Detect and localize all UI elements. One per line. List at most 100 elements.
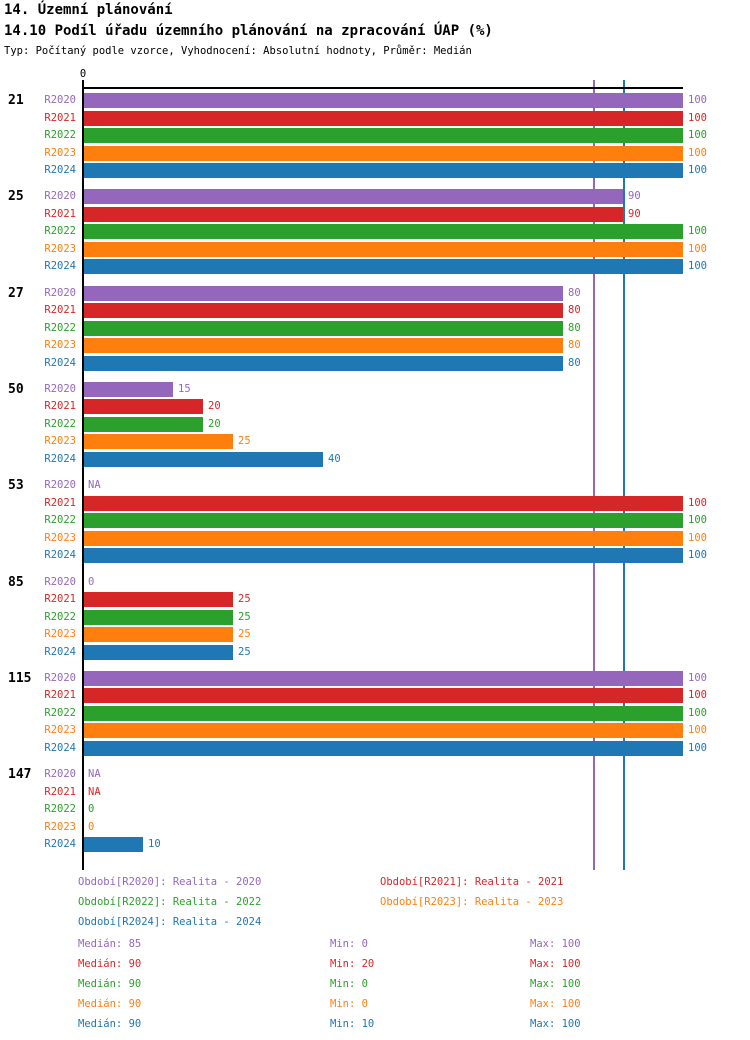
bar-chart: 0 21 R2020 100 R2021 100 R2022 100 R2023 100 R202… [0,68,750,878]
stat-max: Max: 100 [530,938,581,950]
bar-row: R2021 20 [0,399,750,417]
bar-row: R2024 100 [0,163,750,181]
bar [83,128,683,143]
bar-row: R2024 80 [0,355,750,374]
bar [83,381,173,397]
bar-value-label: 25 [238,645,251,658]
y-axis-line [82,80,84,870]
series-label: R2022 [44,610,76,623]
series-label: R2024 [44,838,76,851]
bar-group: 27 R2020 80 R2021 80 R2022 80 R2023 80 R2024 80 [0,285,750,374]
bar-row: R2023 100 [0,530,750,549]
bar [83,320,563,336]
group-label: 115 [8,670,32,686]
bar [83,259,683,275]
bar [83,241,683,257]
series-label: R2021 [44,689,76,702]
bar-value-label: 90 [628,190,641,203]
bar-group: 21 R2020 100 R2021 100 R2022 100 R2023 100 R2024 1… [0,93,750,178]
bar-row: R2024 100 [0,548,750,566]
series-label: R2020 [44,190,76,203]
bar-value-label: 100 [688,260,707,273]
bar-group: 115 R2020 100 R2021 100 R2022 100 R2023 100 R2024… [0,670,750,756]
bar-value-label: 25 [238,610,251,623]
bar-value-label: 15 [178,382,191,395]
bar-row: R2022 80 [0,320,750,339]
median-line [593,80,595,870]
series-label: R2024 [44,260,76,273]
series-label: R2020 [44,94,76,106]
bar [83,285,563,301]
x-axis-line [82,87,683,89]
bar [83,688,683,704]
stat-median: Medián: 90 [78,998,142,1010]
bar-row: R2022 100 [0,513,750,531]
legend-entry: Období[R2021]: Realita - 2021 [380,876,564,888]
bar [83,338,563,354]
stat-min: Min: 20 [330,958,375,970]
bar-value-label: NA [88,479,101,492]
bar-value-label: 20 [208,400,221,413]
series-label: R2023 [44,628,76,640]
bar-value-label: 100 [688,225,707,238]
series-label: R2021 [44,111,76,124]
bar-value-label: 100 [688,531,707,544]
bar-row: R2023 80 [0,338,750,356]
bar-value-label: 20 [208,417,221,430]
bar [83,670,683,686]
series-label: R2024 [44,741,76,754]
bar-row: R2022 100 [0,224,750,242]
stat-min: Min: 0 [330,998,368,1010]
series-label: R2021 [44,304,76,317]
bar [83,206,623,222]
bar-value-label: 100 [688,671,707,684]
bar-row: R2024 100 [0,259,750,277]
bar-value-label: 25 [238,435,251,448]
bar-row: R2022 20 [0,416,750,435]
stat-median: Medián: 90 [78,978,142,990]
series-label: R2023 [44,724,76,737]
bar [83,303,563,319]
bar-row: R2024 25 [0,644,750,663]
bar [83,110,683,126]
bar [83,837,143,853]
group-label: 147 [8,767,32,783]
series-label: R2021 [44,207,76,220]
stat-max: Max: 100 [530,1018,581,1030]
bar [83,355,563,371]
group-label: 53 [8,478,24,494]
bar-value-label: 0 [88,820,95,833]
stat-max: Max: 100 [530,958,581,970]
bar-value-label: 25 [238,628,251,640]
series-label: R2020 [44,575,76,588]
bar-row: R2020 100 [0,93,750,111]
chart-meta: Typ: Počítaný podle vzorce, Vyhodnocení:… [4,45,472,57]
bar-group: 147 R2020 NA R2021 NA R2022 0 R2023 0 R2024 10 [0,767,750,853]
series-label: R2022 [44,514,76,527]
bar-row: R2023 0 [0,820,750,838]
bar [83,530,683,546]
legend-entry: Období[R2023]: Realita - 2023 [380,896,564,908]
group-label: 21 [8,93,24,108]
bar-row: R2023 100 [0,723,750,741]
bar-value-label: 80 [568,356,581,369]
bar-value-label: 0 [88,803,95,816]
bar-row: R2021 100 [0,688,750,706]
bar-group: 53 R2020 NA R2021 100 R2022 100 R2023 100 R2024 10… [0,478,750,566]
series-label: R2022 [44,129,76,141]
series-label: R2024 [44,549,76,562]
bar-value-label: 80 [568,339,581,352]
series-label: R2023 [44,435,76,448]
stat-median: Medián: 90 [78,958,142,970]
series-label: R2021 [44,593,76,605]
stats-table: Medián: 85 Min: 0 Max: 100 Medián: 90 Min: 2… [0,938,750,1038]
bar [83,548,683,564]
bar [83,399,203,415]
bar [83,705,683,721]
series-label: R2023 [44,146,76,159]
bar-value-label: 10 [148,838,161,851]
bar-value-label: 100 [688,549,707,562]
bar-row: R2021 100 [0,495,750,514]
bar [83,163,683,178]
